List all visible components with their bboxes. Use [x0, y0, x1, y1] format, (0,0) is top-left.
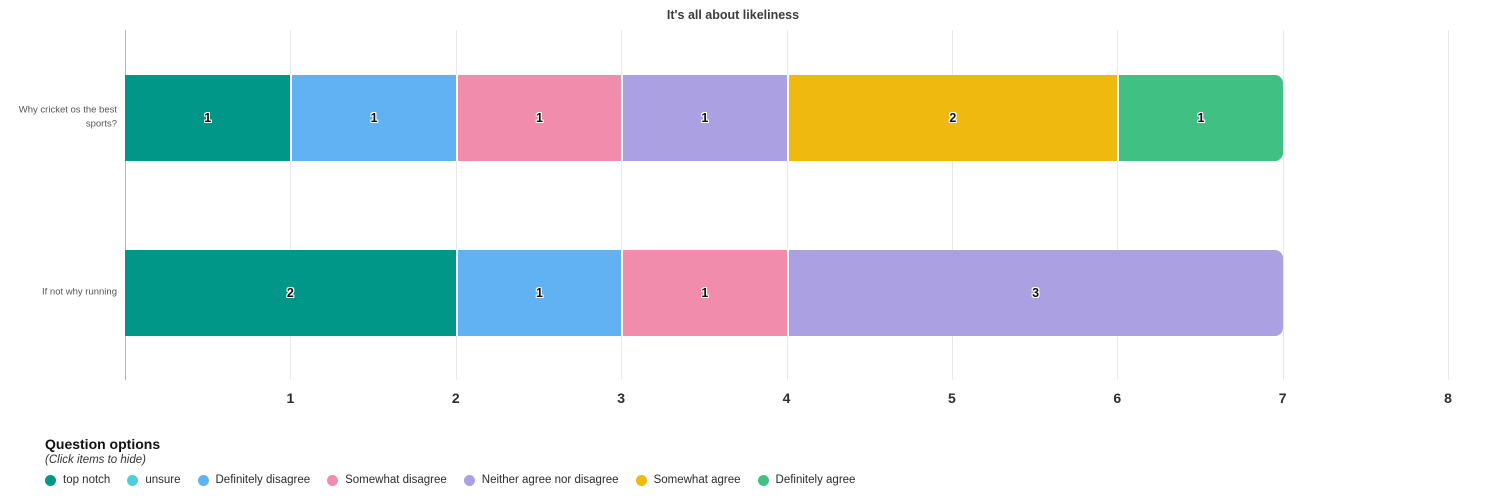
legend-item[interactable]: Somewhat disagree	[327, 474, 447, 486]
bar-segment[interactable]: 1	[621, 74, 787, 161]
gridline	[455, 30, 457, 380]
x-tick-label: 7	[1278, 390, 1287, 406]
segment-value-label: 1	[370, 110, 378, 125]
segment-value-label: 1	[701, 110, 709, 125]
legend-item-label: Definitely disagree	[215, 474, 311, 486]
legend-swatch-icon	[635, 474, 647, 486]
stacked-bar: 1 1 1 1 2 1	[125, 74, 1448, 161]
stacked-bar: 2 1 1 3	[125, 249, 1448, 336]
bar-segment[interactable]: 1	[1117, 74, 1283, 161]
gridline	[786, 30, 788, 380]
segment-value-label: 1	[701, 285, 709, 300]
legend-item-label: Neither agree nor disagree	[481, 474, 619, 486]
gridline	[290, 30, 292, 380]
legend-swatch-icon	[45, 474, 56, 486]
x-tick-label: 2	[451, 390, 460, 406]
bar-segment[interactable]: 1	[455, 74, 622, 161]
bar-segment[interactable]: 1	[621, 249, 787, 336]
segment-value-label: 2	[949, 110, 957, 125]
gridline	[621, 30, 623, 380]
chart-title: It's all about likeliness	[666, 8, 800, 22]
axis-line	[125, 30, 126, 380]
legend-item[interactable]: Definitely disagree	[197, 474, 311, 486]
legend-item[interactable]: Definitely agree	[757, 474, 856, 486]
legend-item-label: Somewhat disagree	[345, 474, 447, 486]
bar-segment[interactable]: 1	[455, 249, 622, 336]
legend-item[interactable]: Neither agree nor disagree	[463, 474, 619, 486]
segment-value-label: 1	[535, 110, 543, 125]
legend-item[interactable]: unsure	[127, 474, 181, 486]
bar-segment[interactable]: 2	[125, 249, 456, 336]
plot-area: Why cricket os the best sports? 1 1 1 1 2 1 If …	[19, 30, 1452, 406]
x-tick-label: 1	[286, 390, 295, 406]
y-axis-label: Why cricket os the best sports?	[18, 103, 117, 130]
legend-items: top notch unsure Definitely disagree Somewh…	[45, 474, 855, 486]
segment-value-label: 1	[1197, 110, 1205, 125]
x-tick-label: 4	[782, 390, 791, 406]
legend-item-label: Somewhat agree	[653, 474, 741, 486]
gridline	[1448, 30, 1449, 380]
legend: Question options (Click items to hide) t…	[45, 436, 855, 486]
gridline	[1282, 30, 1284, 380]
x-tick-label: 8	[1444, 390, 1452, 406]
legend-item[interactable]: Somewhat agree	[635, 474, 741, 486]
legend-item-label: Definitely agree	[775, 474, 856, 486]
gridline	[951, 30, 953, 380]
legend-item-label: unsure	[145, 474, 181, 486]
segment-value-label: 1	[204, 110, 212, 125]
segment-value-label: 2	[286, 285, 294, 300]
x-tick-label: 5	[947, 390, 956, 406]
legend-item-label: top notch	[63, 474, 111, 486]
segment-value-label: 3	[1032, 285, 1040, 300]
y-axis-label: If not why running	[42, 286, 117, 298]
legend-swatch-icon	[463, 474, 475, 486]
legend-swatch-icon	[127, 474, 139, 486]
legend-swatch-icon	[327, 474, 339, 486]
legend-swatch-icon	[197, 474, 209, 486]
x-tick-label: 3	[617, 390, 626, 406]
segment-value-label: 1	[535, 285, 543, 300]
legend-item[interactable]: top notch	[45, 474, 110, 486]
x-tick-label: 6	[1113, 390, 1122, 406]
bar-segment[interactable]: 3	[786, 249, 1283, 336]
bar-segment[interactable]: 1	[125, 74, 291, 161]
bar-segment[interactable]: 2	[786, 74, 1118, 161]
gridline	[1117, 30, 1119, 380]
legend-swatch-icon	[757, 474, 769, 486]
legend-heading: Question options	[45, 436, 161, 452]
bar-segment[interactable]: 1	[290, 74, 456, 161]
legend-subtitle: (Click items to hide)	[45, 454, 146, 466]
